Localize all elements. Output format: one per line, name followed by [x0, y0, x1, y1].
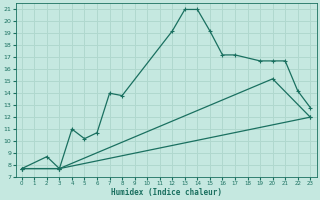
X-axis label: Humidex (Indice chaleur): Humidex (Indice chaleur) [110, 188, 221, 197]
